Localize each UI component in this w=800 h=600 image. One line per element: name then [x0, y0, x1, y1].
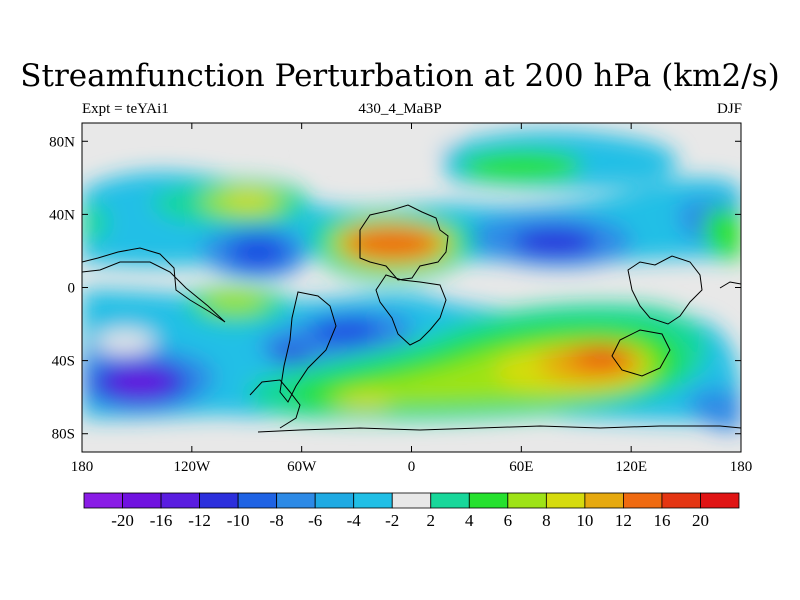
field-high-dateline	[705, 208, 741, 261]
colorbar-level-label: -4	[347, 511, 362, 530]
coastline-southeast-pacific	[719, 281, 741, 289]
field-high-west-edge	[82, 203, 109, 242]
colorbar-swatch	[584, 492, 624, 509]
colorbar-swatch	[314, 492, 355, 509]
field-high-polar	[459, 149, 582, 182]
field-high-subtropic-core	[203, 291, 267, 313]
field-low-southatl-core	[310, 316, 380, 344]
x-tick-label: 180	[730, 459, 753, 475]
coastline-europe-asia	[359, 204, 449, 281]
colorbar-level-label: 12	[615, 511, 632, 530]
colorbar-swatch	[700, 492, 740, 509]
field-high-central-core	[347, 227, 437, 259]
x-tick-label: 180	[71, 459, 94, 475]
case-label: 430_4_MaBP	[358, 101, 442, 117]
x-tick-label: 0	[408, 459, 416, 475]
colorbar-level-label: -16	[150, 511, 173, 530]
colorbar-swatch	[661, 492, 701, 509]
coastline-north-america	[82, 247, 226, 323]
colorbar-swatch	[468, 492, 509, 509]
colorbar-swatch	[160, 492, 200, 509]
colorbar-level-label: -6	[308, 511, 322, 530]
x-tick-label: 120W	[173, 459, 211, 475]
field-low-southpac-deep	[108, 368, 172, 396]
colorbar-level-label: -20	[111, 511, 134, 530]
contour-field	[82, 126, 741, 433]
y-tick-label: 80S	[52, 427, 75, 443]
colorbar-swatch	[391, 492, 432, 509]
y-tick-label: 40S	[52, 354, 75, 370]
colorbar-swatch	[623, 492, 663, 509]
coastline-africa	[375, 274, 447, 346]
colorbar-swatch	[430, 492, 470, 509]
field-high-north-atlantic-core	[224, 191, 272, 209]
colorbar-level-label: 20	[692, 511, 709, 530]
colorbar-level-label: 4	[465, 511, 474, 530]
y-tick-label: 40N	[49, 207, 75, 223]
colorbar-level-label: 10	[576, 511, 593, 530]
colorbar-swatch	[276, 492, 316, 509]
colorbar: -20 -16 -12 -10 -8 -6 -4 -2 2 4 6 8 10 12 16 20	[83, 492, 740, 530]
colorbar-level-label: 8	[542, 511, 551, 530]
colorbar-swatch	[199, 492, 239, 509]
field-neutral-southpac	[95, 330, 155, 354]
coastline-australia	[611, 329, 671, 377]
coastline-east-asia	[627, 255, 703, 325]
y-tick-label: 0	[68, 281, 76, 297]
colorbar-level-label: -8	[270, 511, 284, 530]
field-high-south-peak	[593, 351, 617, 361]
colorbar-swatch	[83, 492, 123, 509]
field-low-east-core	[513, 228, 597, 256]
coastline-antarctic-peninsula	[249, 379, 301, 429]
field-low-midpac-core	[270, 347, 310, 363]
y-tick-label: 80N	[49, 134, 75, 150]
field-low-antarctic	[690, 389, 741, 431]
colorbar-swatch	[122, 492, 162, 509]
field-neutral-polar-band	[310, 126, 450, 154]
colorbar-level-label: 16	[653, 511, 670, 530]
x-tick-label: 60W	[287, 459, 317, 475]
colorbar-swatch	[545, 492, 586, 509]
colorbar-level-label: 2	[427, 511, 436, 530]
colorbar-swatch	[237, 492, 278, 509]
colorbar-level-label: -10	[227, 511, 250, 530]
coastlines	[82, 204, 741, 433]
colorbar-level-label: 6	[504, 511, 513, 530]
colorbar-swatch	[353, 492, 393, 509]
chart-title: Streamfunction Perturbation at 200 hPa (…	[20, 58, 780, 94]
colorbar-level-label: -12	[188, 511, 211, 530]
x-tick-label: 60E	[509, 459, 533, 475]
season-label: DJF	[716, 101, 742, 117]
field-low-west-core	[228, 234, 288, 270]
y-axis: 80N 40N 0 40S 80S	[49, 134, 741, 443]
colorbar-level-label: -2	[385, 511, 399, 530]
field-high-south-west-core	[337, 392, 393, 408]
experiment-label: Expt = teYAi1	[82, 101, 169, 117]
colorbar-swatch	[507, 492, 547, 509]
coastline-antarctica	[257, 425, 741, 433]
x-tick-label: 120E	[615, 459, 647, 475]
x-axis: 180 120W 60W 0 60E 120E 180	[71, 123, 753, 475]
coastline-south-america	[279, 291, 337, 403]
